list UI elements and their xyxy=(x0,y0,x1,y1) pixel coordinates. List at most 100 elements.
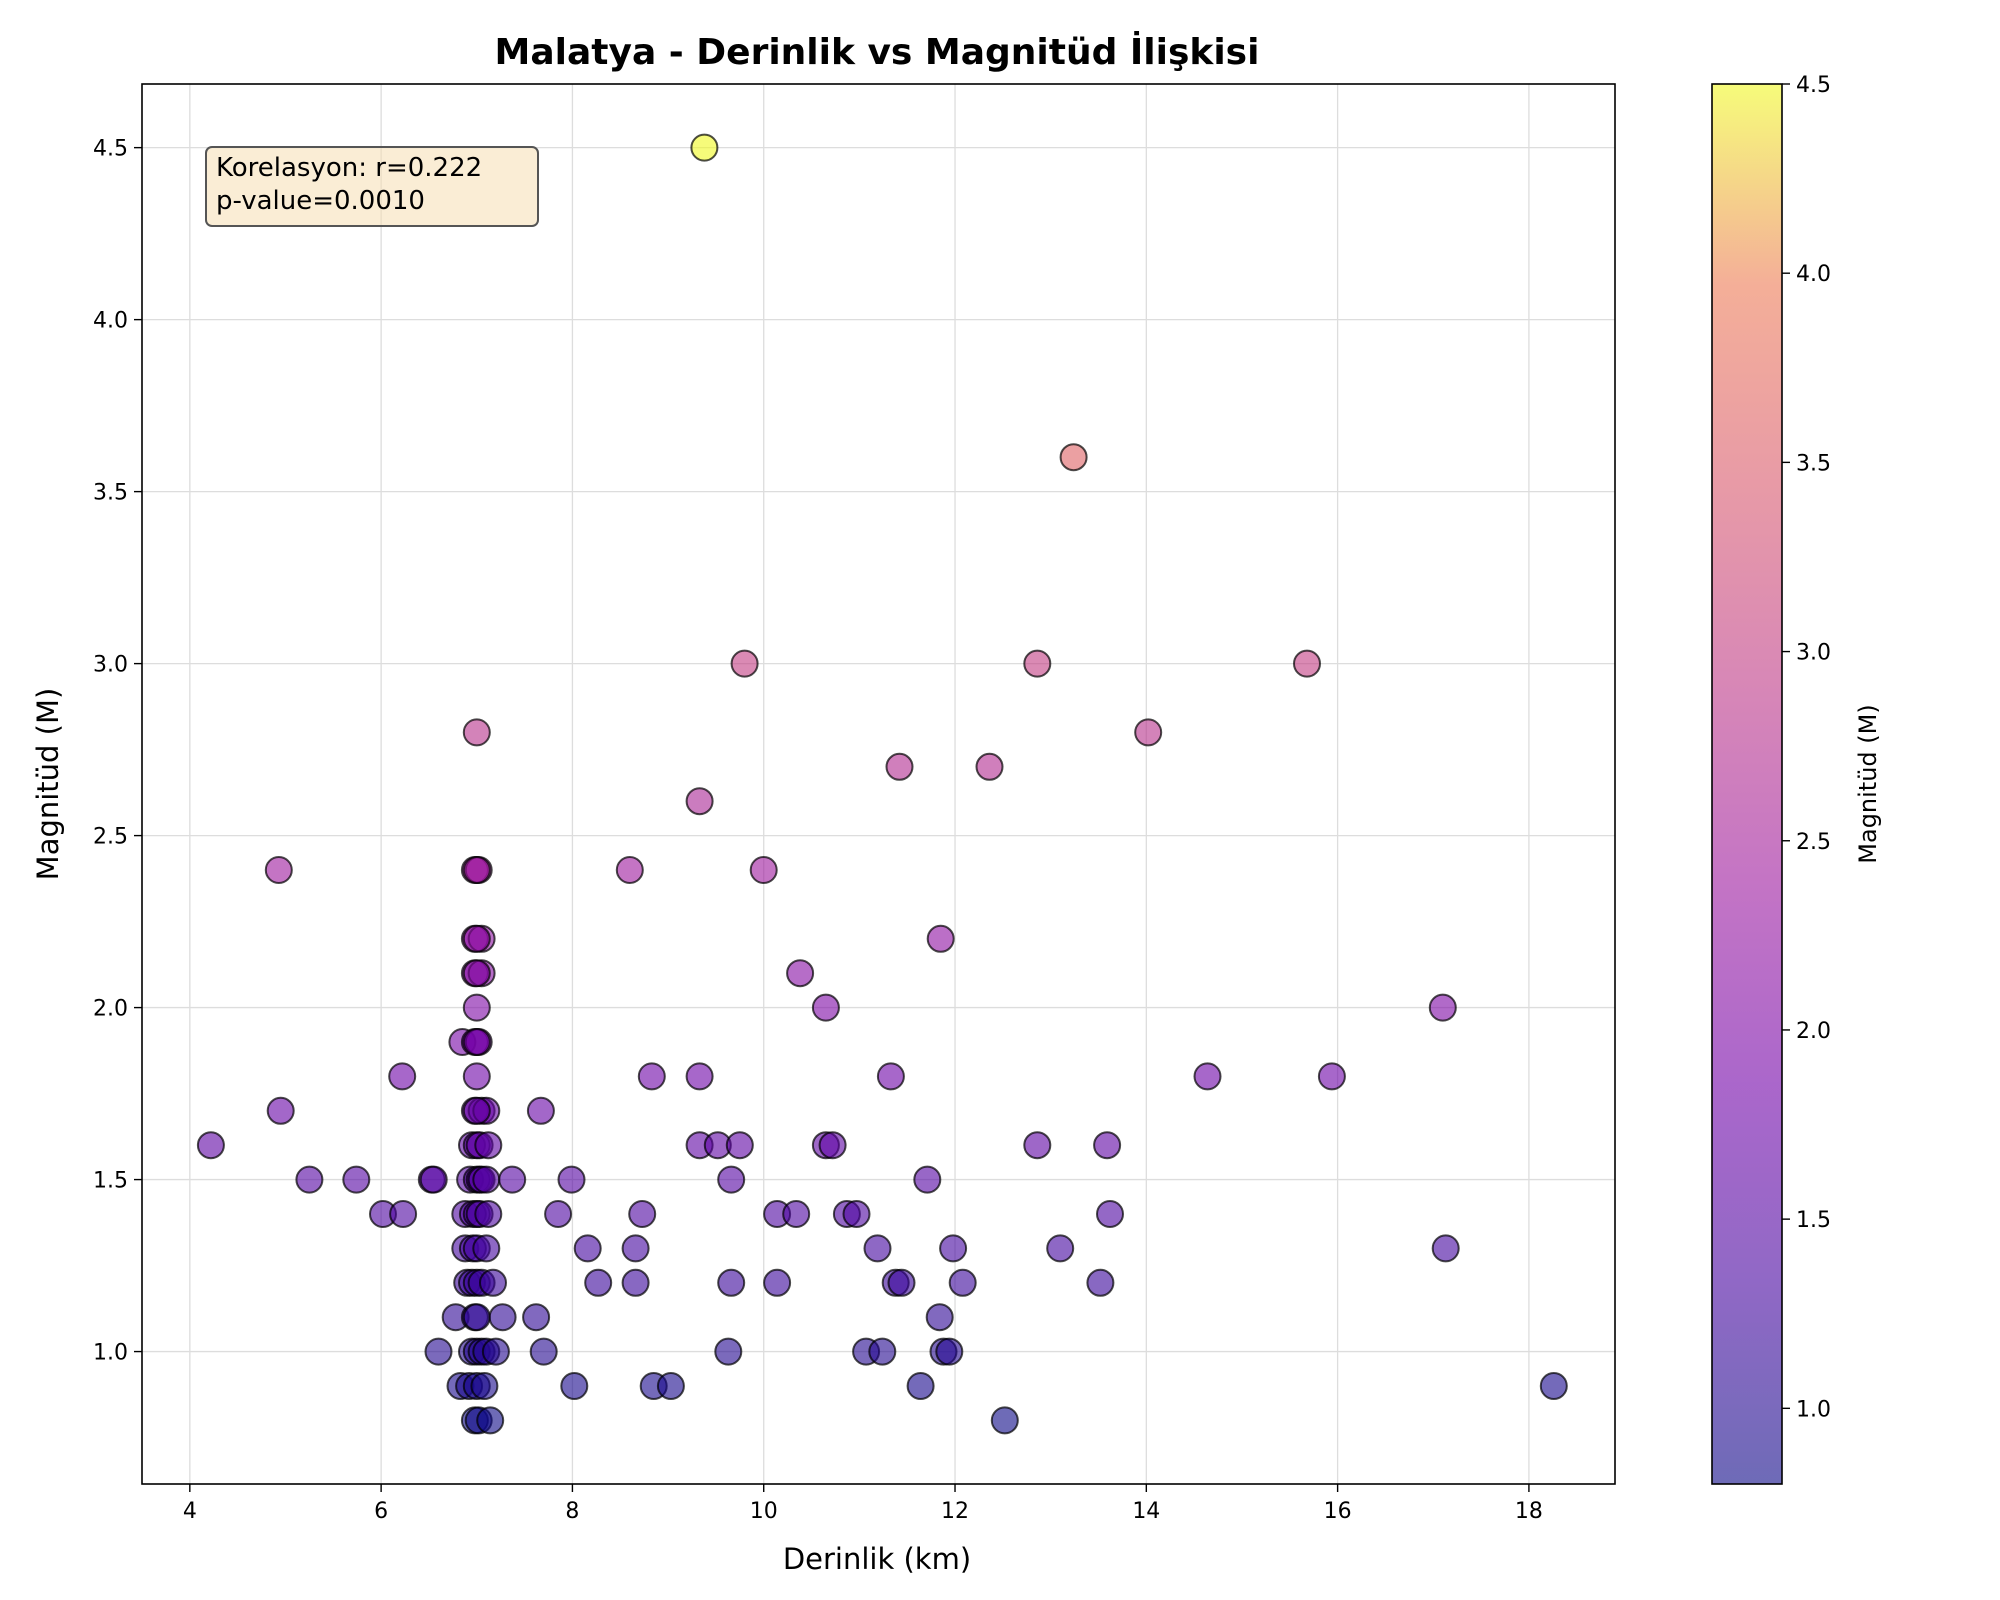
data-point xyxy=(1539,1372,1568,1400)
y-tick-label: 2.5 xyxy=(93,825,128,850)
x-tick-label: 6 xyxy=(374,1499,388,1524)
colorbar-tick-label: 2.5 xyxy=(1796,830,1831,855)
y-tick-label: 1.0 xyxy=(93,1341,128,1366)
data-point xyxy=(656,1372,685,1400)
y-tick-label: 3.0 xyxy=(93,653,128,678)
data-point xyxy=(913,1165,942,1194)
data-point xyxy=(637,1062,666,1091)
data-point xyxy=(621,1234,650,1263)
x-tick-label: 8 xyxy=(565,1499,579,1524)
data-point xyxy=(295,1165,324,1194)
data-point xyxy=(1096,1200,1124,1228)
data-point xyxy=(342,1165,371,1194)
data-point xyxy=(1293,649,1321,678)
data-point xyxy=(462,718,491,747)
data-point xyxy=(818,1131,847,1160)
colorbar-tick-label: 3.5 xyxy=(1796,451,1831,476)
data-points xyxy=(196,133,1568,1435)
data-point xyxy=(481,1337,510,1366)
data-point xyxy=(926,924,955,953)
colorbar-frame xyxy=(1711,83,1783,1485)
data-point xyxy=(1086,1268,1115,1297)
data-point xyxy=(266,1096,295,1125)
colorbar: 1.0 1.5 2.0 2.5 3.0 3.5 4.0 4.5 Magnitüd (M) xyxy=(1711,73,1882,1485)
data-point xyxy=(462,959,491,988)
data-point xyxy=(1023,1131,1052,1160)
data-point xyxy=(1046,1234,1075,1263)
data-point xyxy=(479,1268,507,1297)
data-point xyxy=(948,1268,977,1297)
data-point xyxy=(685,1062,714,1091)
data-point xyxy=(474,1131,503,1160)
data-point xyxy=(584,1268,613,1297)
data-point xyxy=(990,1406,1019,1435)
data-point xyxy=(763,1268,792,1297)
data-point xyxy=(876,1062,905,1091)
data-point xyxy=(906,1372,935,1400)
data-point xyxy=(470,1372,499,1400)
data-point xyxy=(557,1165,586,1194)
data-point xyxy=(529,1337,558,1366)
data-point xyxy=(196,1131,225,1160)
data-point xyxy=(885,752,914,781)
x-tick-label: 16 xyxy=(1324,1499,1352,1524)
data-point xyxy=(714,1337,743,1366)
data-point xyxy=(526,1096,555,1125)
data-point xyxy=(462,1062,491,1091)
data-point xyxy=(488,1303,517,1332)
data-point xyxy=(782,1200,811,1228)
data-point xyxy=(573,1234,602,1263)
data-point xyxy=(811,993,840,1022)
data-point xyxy=(685,787,714,816)
colorbar-tick-label: 3.0 xyxy=(1796,641,1831,666)
y-tick-label: 4.5 xyxy=(93,137,128,162)
colorbar-tick-label: 4.0 xyxy=(1796,262,1831,287)
data-point xyxy=(389,1200,418,1228)
data-point xyxy=(615,856,644,884)
data-point xyxy=(842,1200,871,1228)
data-point xyxy=(1431,1234,1460,1263)
data-point xyxy=(935,1337,964,1366)
data-point xyxy=(1134,718,1163,747)
data-point xyxy=(868,1337,897,1366)
data-point xyxy=(474,1200,503,1228)
x-tick-label: 14 xyxy=(1132,1499,1160,1524)
data-point xyxy=(424,1337,453,1366)
annotation-box xyxy=(205,146,539,227)
data-point xyxy=(1023,649,1052,678)
data-point xyxy=(975,752,1004,781)
data-point xyxy=(621,1268,650,1297)
annotation-p-value: p-value=0.0010 xyxy=(216,186,425,216)
data-point xyxy=(1193,1062,1222,1091)
data-point xyxy=(498,1165,527,1194)
colorbar-tick-label: 1.5 xyxy=(1796,1208,1831,1233)
data-point xyxy=(863,1234,892,1263)
data-point xyxy=(476,1406,505,1435)
data-point xyxy=(786,959,815,988)
data-point xyxy=(749,856,778,884)
data-point xyxy=(388,1062,417,1091)
data-point xyxy=(462,993,491,1022)
data-point xyxy=(725,1131,754,1160)
y-tick-label: 3.5 xyxy=(93,481,128,506)
data-point xyxy=(462,1303,491,1332)
data-point xyxy=(462,1096,491,1125)
data-point xyxy=(1059,443,1088,472)
x-tick-label: 4 xyxy=(183,1499,197,1524)
x-tick-label: 12 xyxy=(941,1499,969,1524)
annotation-correlation: Korelasyon: r=0.222 xyxy=(216,153,482,183)
x-tick-label: 10 xyxy=(750,1499,778,1524)
colorbar-ticks: 1.0 1.5 2.0 2.5 3.0 3.5 4.0 4.5 xyxy=(1782,73,1831,1422)
data-point xyxy=(730,649,759,678)
chart-title: Malatya - Derinlik vs Magnitüd İlişkisi xyxy=(495,31,1260,73)
y-axis-ticks: 1.0 1.5 2.0 2.5 3.0 3.5 4.0 4.5 xyxy=(93,137,142,1366)
plot-frame xyxy=(141,83,1616,1485)
colorbar-gradient xyxy=(1712,84,1782,1484)
data-point xyxy=(264,856,293,884)
data-point xyxy=(717,1165,746,1194)
y-tick-label: 2.0 xyxy=(93,997,128,1022)
data-point xyxy=(472,1234,501,1263)
data-point xyxy=(419,1165,448,1194)
